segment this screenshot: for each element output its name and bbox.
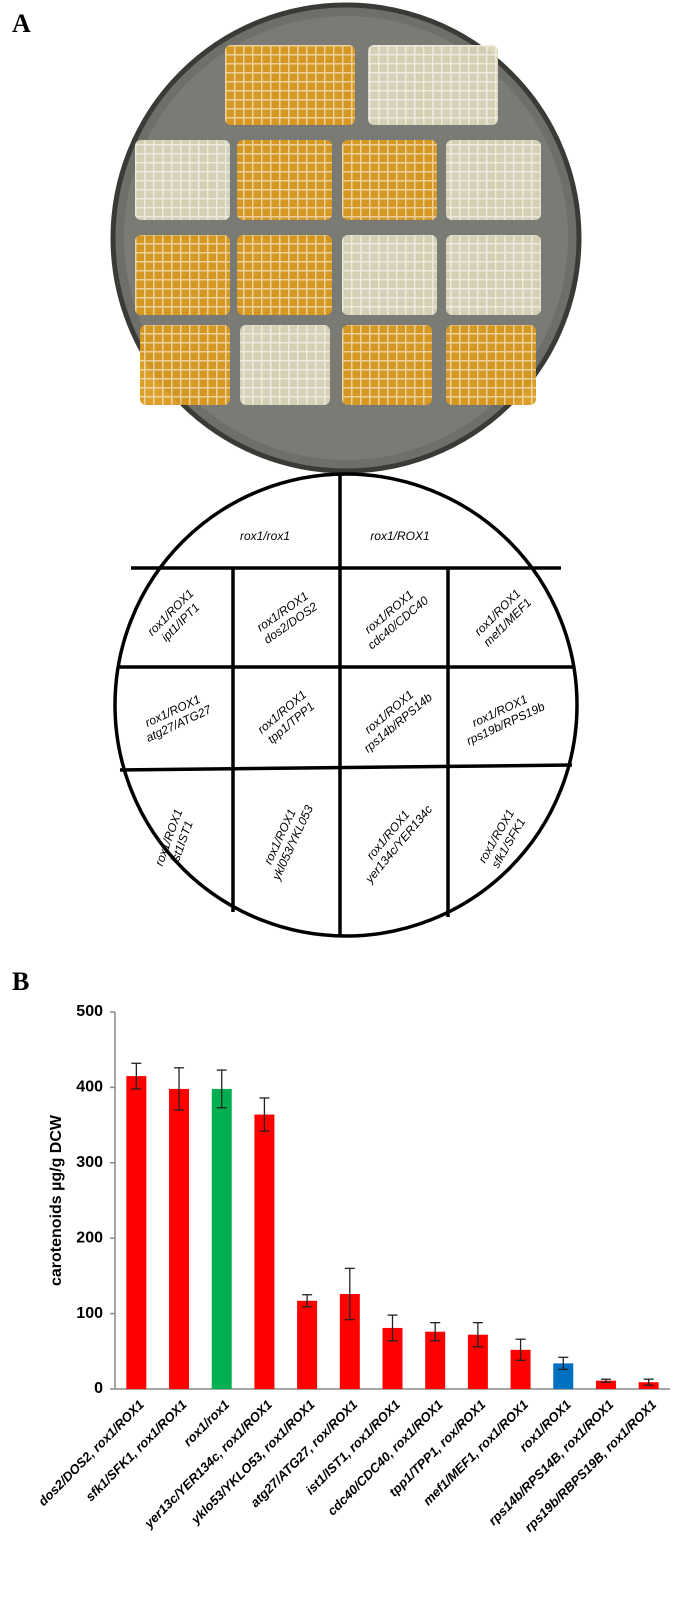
colony-streak	[240, 325, 330, 405]
colony-streak	[446, 140, 541, 220]
y-axis-label: carotenoids µg/g DCW	[48, 1114, 65, 1286]
panel-label: A	[12, 9, 31, 38]
colony-streak	[225, 45, 355, 125]
colony-streak	[237, 235, 332, 315]
y-tick-label: 100	[76, 1305, 103, 1322]
plate-photo	[113, 5, 579, 471]
colony-streak	[135, 235, 230, 315]
y-tick-label: 500	[76, 1003, 103, 1020]
y-tick-label: 200	[76, 1229, 103, 1246]
bar	[169, 1089, 189, 1389]
colony-streak	[368, 45, 498, 125]
y-tick-label: 0	[94, 1380, 103, 1397]
panel-label: B	[12, 967, 29, 996]
colony-streak	[342, 140, 437, 220]
colony-streak	[446, 235, 541, 315]
colony-streak	[140, 325, 230, 405]
figure: A rox1/rox1 rox1/ROX1 rox1/ROX1ipt1/IPT1 ro…	[0, 0, 693, 1611]
colony-streak	[342, 235, 437, 315]
bar	[212, 1089, 232, 1389]
colony-streak	[135, 140, 230, 220]
bar	[297, 1301, 317, 1389]
colony-streak	[446, 325, 536, 405]
y-tick-label: 300	[76, 1154, 103, 1171]
bar	[254, 1115, 274, 1389]
y-tick-label: 400	[76, 1079, 103, 1096]
colony-streak	[237, 140, 332, 220]
genotype-label: rox1/ROX1	[370, 529, 429, 543]
genotype-label: rox1/rox1	[240, 529, 290, 543]
colony-streak	[342, 325, 432, 405]
bar	[126, 1076, 146, 1389]
